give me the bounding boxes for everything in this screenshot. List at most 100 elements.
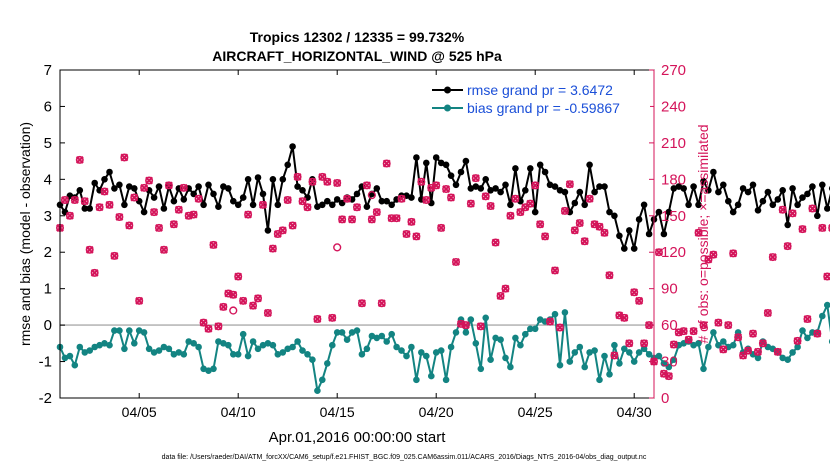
bias-layer-point	[254, 345, 262, 353]
bias-layer-point	[606, 371, 613, 378]
bias-layer-point	[274, 351, 282, 358]
obs-marker-circle	[778, 205, 787, 214]
bias-layer-point	[729, 341, 737, 349]
y-left-tick-label: 2	[44, 244, 52, 261]
rmse-layer-point	[561, 188, 569, 196]
bias-layer-point	[522, 330, 529, 338]
x-tick-label: 04/20	[419, 404, 454, 420]
obs-marker-circle	[541, 232, 550, 241]
bias-layer-point	[126, 327, 133, 334]
legend-bias-marker	[444, 104, 451, 112]
bias-layer-point	[106, 341, 113, 349]
obs-marker	[753, 347, 762, 356]
rmse-layer-point	[447, 172, 455, 179]
legend-box	[428, 78, 650, 118]
obs-marker	[729, 249, 738, 258]
bias-layer-point	[239, 330, 247, 338]
rmse-layer-point	[492, 185, 499, 192]
bias-layer-point	[794, 343, 801, 351]
obs-marker	[199, 318, 208, 327]
bias-layer-point	[249, 338, 257, 345]
obs-marker-circle	[357, 299, 366, 308]
obs-marker	[734, 333, 743, 342]
obs-marker	[511, 194, 520, 203]
obs-marker	[105, 200, 114, 209]
bias-layer-point	[437, 347, 445, 354]
obs-marker	[580, 237, 589, 246]
obs-marker-circle	[625, 339, 634, 348]
obs-marker	[70, 195, 79, 204]
bias-layer-point	[556, 361, 564, 369]
obs-marker-circle	[768, 253, 777, 262]
rmse-layer-point	[774, 196, 782, 203]
bias-layer-point	[111, 327, 118, 334]
rmse-layer-point	[512, 165, 519, 172]
obs-marker	[382, 159, 391, 168]
y-left-tick-label: 1	[44, 281, 52, 298]
obs-marker	[377, 299, 386, 308]
obs-marker-circle	[476, 322, 485, 331]
obs-marker	[531, 181, 540, 190]
rmse-layer-point	[611, 212, 618, 220]
obs-marker	[367, 215, 376, 224]
obs-marker-circle	[570, 226, 579, 235]
bias-layer-point	[210, 365, 217, 373]
obs-marker-circle	[209, 240, 218, 249]
obs-marker	[130, 193, 139, 202]
obs-marker-circle	[654, 248, 663, 257]
obs-marker-circle	[352, 203, 361, 212]
legend-bias-label: bias grand pr = -0.59867	[467, 100, 620, 116]
rmse-layer-point	[215, 203, 222, 210]
obs-marker-circle	[362, 181, 371, 190]
obs-marker	[407, 217, 416, 226]
x-tick-label: 04/30	[617, 404, 652, 420]
bias-layer-point	[551, 310, 559, 318]
obs-marker	[748, 329, 757, 338]
obs-marker-circle	[323, 177, 332, 186]
bias-layer-point	[601, 352, 608, 360]
obs-marker-circle	[491, 238, 500, 247]
obs-marker	[85, 245, 94, 254]
obs-marker-circle	[318, 172, 327, 181]
obs-marker-circle	[783, 242, 792, 251]
obs-marker-circle	[818, 223, 827, 232]
obs-marker	[214, 322, 223, 331]
legend-rmse-label: rmse grand pr = 3.6472	[467, 82, 613, 98]
obs-marker-circle	[758, 339, 767, 348]
obs-marker-circle	[417, 177, 426, 186]
y-axis-left: -2 -1 0 1 2 3 4 5 6 7	[39, 62, 65, 407]
rmse-layer-point	[234, 201, 242, 209]
obs-marker	[150, 208, 159, 217]
obs-marker-circle	[273, 230, 282, 239]
obs-marker	[620, 313, 629, 322]
rmse-layer-point	[764, 188, 772, 196]
bias-layer-point	[145, 345, 153, 353]
bias-layer-point	[329, 341, 336, 349]
rmse-layer-point	[725, 197, 732, 205]
obs-marker-circle	[283, 195, 292, 204]
obs-marker	[219, 302, 228, 311]
bias-layer-point	[819, 312, 826, 320]
obs-marker-circle	[620, 313, 629, 322]
rmse-layer-point	[477, 185, 485, 192]
obs-marker	[348, 215, 357, 224]
obs-marker-circle	[392, 214, 401, 223]
rmse-layer-point	[200, 201, 207, 209]
rmse-layer-point	[116, 181, 123, 189]
rmse-layer-point	[274, 201, 282, 209]
obs-marker-circle	[258, 200, 267, 209]
rmse-layer-point	[190, 190, 197, 198]
bias-layer-point	[576, 343, 584, 351]
obs-marker-circle	[744, 346, 753, 355]
bias-layer-point	[314, 387, 321, 395]
bias-layer-point	[309, 356, 316, 364]
obs-marker	[110, 251, 119, 260]
rmse-layer-point	[329, 201, 336, 209]
rmse-layer-point	[601, 183, 608, 190]
rmse-layer-point	[635, 216, 643, 223]
obs-marker-circle	[179, 183, 188, 192]
rmse-layer-point	[581, 201, 588, 209]
rmse-layer-point	[744, 188, 752, 196]
bias-layer-point	[279, 349, 287, 356]
y-axis-label-left: rmse and bias (model - observation)	[17, 122, 33, 346]
